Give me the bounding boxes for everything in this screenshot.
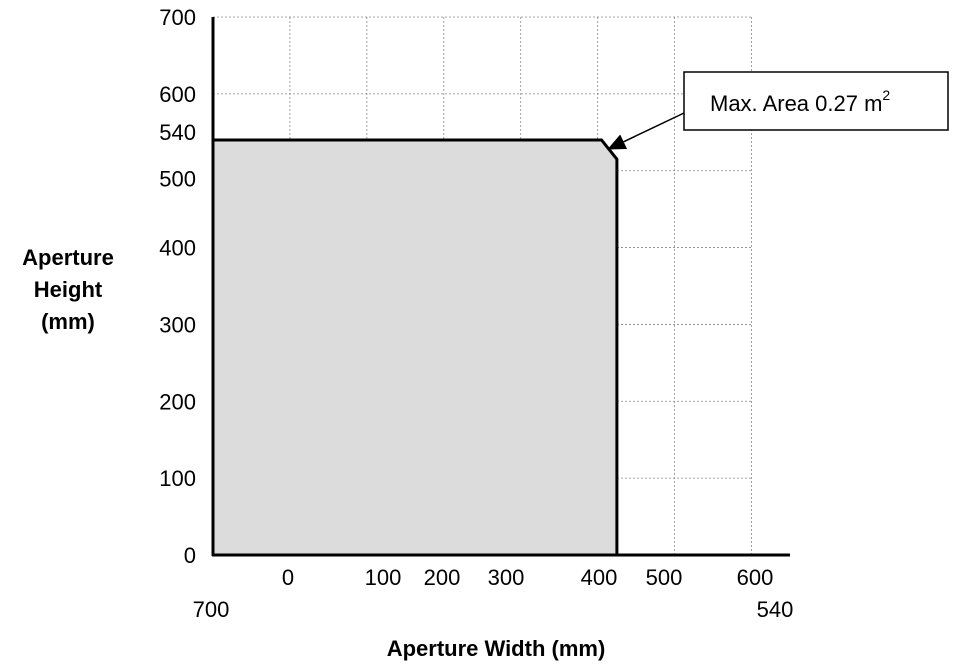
y-tick-label-300: 300 xyxy=(159,312,196,337)
y-axis-title-line-1: Aperture xyxy=(22,245,114,270)
callout-box xyxy=(683,71,949,131)
x-tick-label-400: 400 xyxy=(581,565,618,590)
y-tick-label-200: 200 xyxy=(159,389,196,414)
callout-text: Max. Area 0.27 m2 xyxy=(710,87,890,116)
axes-layer xyxy=(211,17,790,557)
x-tick-label-600: 600 xyxy=(737,565,774,590)
x-axis-title: Aperture Width (mm) xyxy=(387,636,606,661)
callout-superscript: 2 xyxy=(882,87,890,103)
x-tick-label-300: 300 xyxy=(488,565,525,590)
y-axis-title-line-2: Height xyxy=(34,277,103,302)
callout-arrowhead xyxy=(607,134,628,150)
y-tick-label-0: 0 xyxy=(184,543,196,568)
x-tick-label-100: 100 xyxy=(365,565,402,590)
x-tick-label-500: 500 xyxy=(646,565,683,590)
y-tick-labels: 0 100 200 300 400 500 540 600 700 xyxy=(159,5,196,568)
x-extra-label-540: 540 xyxy=(757,597,794,622)
y-tick-label-500: 500 xyxy=(159,167,196,192)
callout-arrow xyxy=(623,112,685,143)
y-tick-label-400: 400 xyxy=(159,236,196,261)
x-tick-labels: 0 100 200 300 400 500 600 700 540 xyxy=(193,565,794,622)
y-tick-label-100: 100 xyxy=(159,466,196,491)
permitted-area-region xyxy=(211,138,619,555)
max-area-callout: Max. Area 0.27 m2 xyxy=(607,71,949,150)
x-extra-label-700: 700 xyxy=(193,597,230,622)
y-axis-title-line-3: (mm) xyxy=(41,309,95,334)
y-tick-label-700: 700 xyxy=(159,5,196,30)
callout-main-text: Max. Area 0.27 m xyxy=(710,91,882,116)
x-tick-label-200: 200 xyxy=(424,565,461,590)
x-tick-label-0: 0 xyxy=(282,565,294,590)
y-tick-label-600: 600 xyxy=(159,82,196,107)
y-tick-label-540: 540 xyxy=(159,120,196,145)
